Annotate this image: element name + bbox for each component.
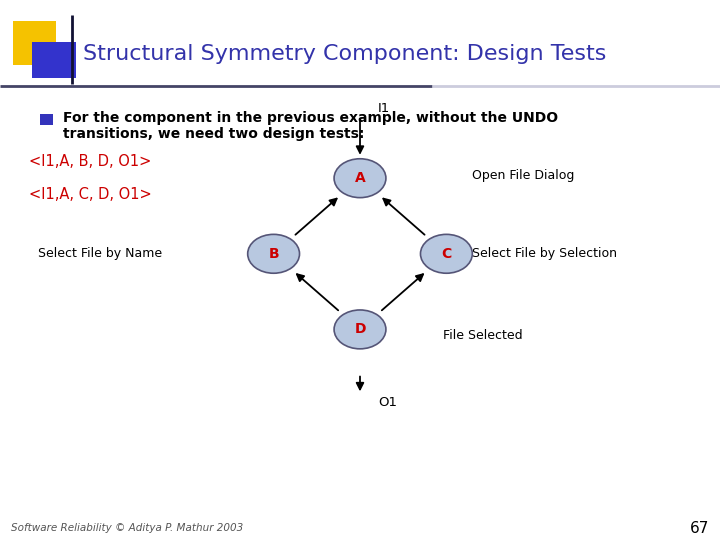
Ellipse shape bbox=[334, 159, 386, 198]
Text: O1: O1 bbox=[378, 396, 397, 409]
Text: Software Reliability © Aditya P. Mathur 2003: Software Reliability © Aditya P. Mathur … bbox=[11, 523, 243, 533]
Text: <I1,A, C, D, O1>: <I1,A, C, D, O1> bbox=[29, 187, 151, 202]
Text: C: C bbox=[441, 247, 451, 261]
Bar bbox=[13, 21, 56, 65]
Ellipse shape bbox=[420, 234, 472, 273]
Text: For the component in the previous example, without the UNDO: For the component in the previous exampl… bbox=[63, 111, 559, 125]
Text: I1: I1 bbox=[378, 102, 390, 114]
Text: B: B bbox=[269, 247, 279, 261]
Text: Open File Dialog: Open File Dialog bbox=[472, 169, 574, 182]
Text: <I1,A, B, D, O1>: <I1,A, B, D, O1> bbox=[29, 154, 151, 170]
Ellipse shape bbox=[334, 310, 386, 349]
Text: 67: 67 bbox=[690, 521, 709, 536]
Ellipse shape bbox=[248, 234, 300, 273]
Bar bbox=[40, 114, 53, 125]
Text: Structural Symmetry Component: Design Tests: Structural Symmetry Component: Design Te… bbox=[83, 44, 606, 64]
Text: Select File by Selection: Select File by Selection bbox=[472, 247, 616, 260]
Bar bbox=[32, 42, 76, 78]
Text: D: D bbox=[354, 322, 366, 336]
Text: transitions, we need two design tests:: transitions, we need two design tests: bbox=[63, 127, 365, 141]
Text: A: A bbox=[355, 171, 365, 185]
Text: File Selected: File Selected bbox=[443, 329, 523, 342]
Text: Select File by Name: Select File by Name bbox=[38, 247, 162, 260]
